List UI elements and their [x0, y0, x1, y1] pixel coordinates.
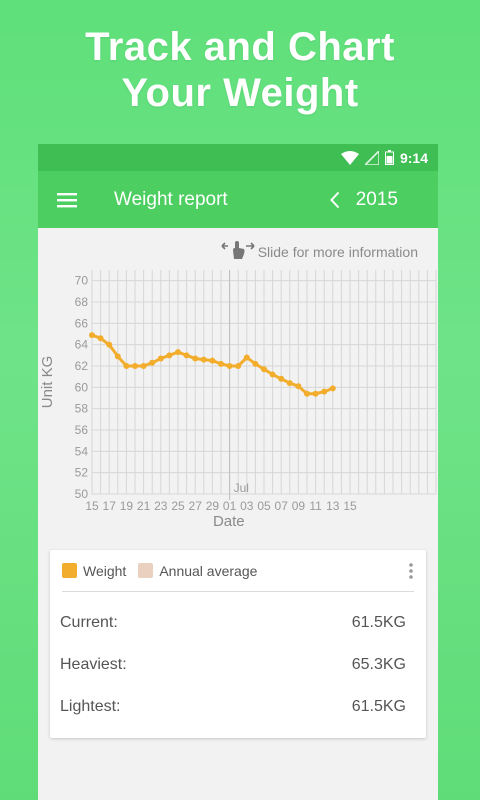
- y-tick-label: 64: [75, 338, 89, 352]
- weight-data-point: [252, 360, 259, 367]
- legend-weight-label: Weight: [83, 562, 127, 579]
- x-tick-label: 17: [103, 499, 117, 513]
- weight-data-point: [312, 390, 319, 397]
- y-axis-label: Unit KG: [39, 356, 56, 409]
- legend-weight-swatch: [62, 563, 77, 578]
- weight-data-point: [123, 363, 130, 369]
- y-tick-label: 62: [75, 359, 89, 373]
- stats-list: Current: 61.5KG Heaviest: 65.3KG Lightes…: [50, 592, 426, 728]
- status-time: 9:14: [399, 149, 428, 166]
- x-tick-label: 15: [343, 499, 357, 513]
- weight-data-point: [226, 363, 233, 369]
- y-tick-label: 50: [75, 487, 89, 501]
- swipe-hand-icon: [220, 240, 256, 263]
- page-title: Weight report: [114, 188, 228, 210]
- x-tick-label: 05: [257, 499, 271, 513]
- weight-chart[interactable]: 50 52 54 56 58 60 62 64 66 68 70 15 17 19 21 23 25 27 29 01…: [38, 260, 438, 540]
- chart-legend: Weight Annual average: [62, 550, 414, 592]
- weight-data-point: [140, 363, 147, 369]
- weight-data-point: [97, 335, 104, 342]
- weight-data-point: [321, 388, 328, 395]
- y-tick-label: 56: [75, 423, 89, 437]
- slide-hint: Slide for more information: [220, 240, 418, 263]
- promo-line-2: Your Weight: [121, 71, 359, 115]
- x-tick-label: 27: [189, 499, 203, 513]
- status-bar: 9:14: [38, 144, 438, 171]
- stat-heaviest: Heaviest: 65.3KG: [60, 644, 406, 686]
- app-bar: Weight report 2015: [38, 171, 438, 228]
- weight-data-point: [183, 352, 190, 359]
- weight-data-point: [304, 390, 310, 397]
- weight-data-point: [89, 332, 95, 339]
- x-tick-label: 21: [137, 499, 151, 513]
- weight-data-point: [261, 366, 267, 373]
- x-tick-label: 25: [171, 499, 185, 513]
- x-tick-label: 01: [223, 499, 237, 513]
- stat-heaviest-label: Heaviest:: [60, 656, 127, 673]
- weight-data-point: [114, 353, 121, 360]
- promo-line-1: Track and Chart: [85, 25, 395, 69]
- phone-screen: 9:14 Weight report 2015 Slide for more i…: [38, 144, 438, 800]
- x-tick-label: 13: [326, 499, 340, 513]
- weight-data-point: [157, 355, 164, 362]
- x-tick-label: 03: [240, 499, 254, 513]
- stat-lightest: Lightest: 61.5KG: [60, 686, 406, 728]
- weight-data-point: [218, 360, 224, 367]
- y-tick-label: 54: [75, 444, 89, 458]
- y-tick-label: 70: [75, 274, 89, 288]
- legend-average-swatch: [138, 563, 154, 578]
- promo-headline: Track and Chart Your Weight: [0, 24, 480, 116]
- month-label: Jul: [234, 481, 249, 495]
- stat-lightest-value: 61.5KG: [351, 698, 406, 715]
- legend-annual-average[interactable]: Annual average: [138, 563, 257, 579]
- weight-data-point: [209, 357, 216, 364]
- battery-icon: [384, 150, 394, 165]
- weight-data-point: [269, 371, 276, 378]
- wifi-icon: [340, 150, 359, 165]
- x-tick-label: 29: [206, 499, 220, 513]
- legend-weight[interactable]: Weight: [62, 563, 126, 579]
- stat-heaviest-value: 65.3KG: [351, 656, 406, 673]
- signal-icon: [364, 150, 379, 165]
- y-tick-label: 58: [75, 402, 89, 416]
- stat-current-label: Current:: [60, 614, 118, 631]
- slide-hint-text: Slide for more information: [257, 243, 418, 260]
- y-tick-label: 60: [75, 380, 89, 394]
- menu-icon[interactable]: [38, 171, 96, 228]
- stat-lightest-label: Lightest:: [60, 698, 121, 715]
- weight-data-point: [235, 363, 242, 369]
- year-selector: 2015: [329, 171, 398, 228]
- weight-data-point: [192, 355, 199, 362]
- weight-data-point: [243, 354, 250, 361]
- weight-data-point: [278, 375, 285, 382]
- x-tick-label: 07: [275, 499, 289, 513]
- x-tick-label: 19: [120, 499, 134, 513]
- y-tick-label: 68: [75, 295, 89, 309]
- weight-data-point: [175, 349, 181, 356]
- legend-average-label: Annual average: [159, 562, 258, 579]
- weight-data-point: [295, 383, 302, 390]
- x-tick-label: 11: [309, 499, 322, 513]
- weight-data-point: [149, 359, 156, 366]
- weight-data-point: [286, 380, 293, 387]
- weight-data-point: [132, 363, 138, 369]
- x-tick-label: 15: [85, 499, 99, 513]
- weight-data-point: [166, 352, 173, 359]
- weight-data-point: [106, 341, 113, 348]
- stat-current-value: 61.5KG: [351, 614, 406, 631]
- x-tick-label: 23: [154, 499, 168, 513]
- more-vert-icon[interactable]: [408, 562, 414, 583]
- weight-data-point: [329, 385, 336, 392]
- stat-current: Current: 61.5KG: [60, 602, 406, 644]
- x-axis-label: Date: [213, 513, 245, 530]
- weight-data-point: [200, 356, 207, 363]
- year-label: 2015: [355, 188, 398, 210]
- y-tick-label: 52: [75, 466, 89, 480]
- summary-card: Weight Annual average Current: 61.5KG He…: [50, 550, 426, 738]
- x-tick-label: 09: [292, 499, 306, 513]
- chevron-left-icon[interactable]: [329, 191, 340, 209]
- y-tick-label: 66: [75, 316, 89, 330]
